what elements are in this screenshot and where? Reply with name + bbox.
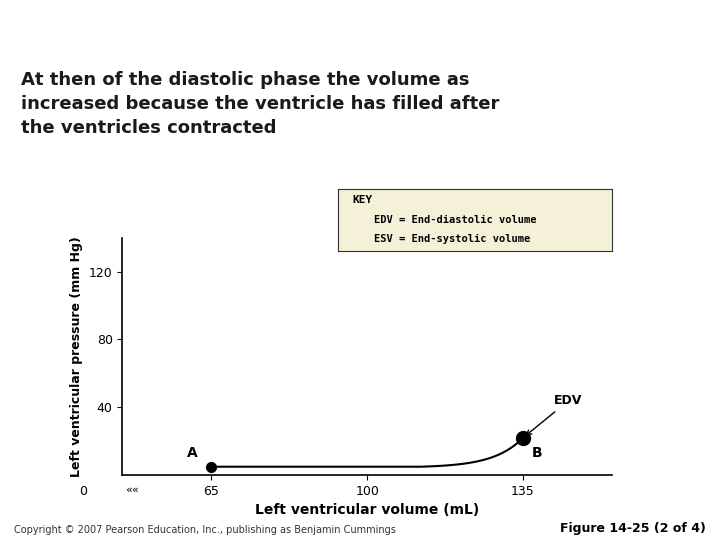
Text: 0: 0	[79, 485, 87, 498]
FancyBboxPatch shape	[18, 14, 45, 24]
Text: Figure 14-25 (2 of 4): Figure 14-25 (2 of 4)	[559, 522, 706, 535]
Text: KEY: KEY	[352, 195, 372, 205]
FancyBboxPatch shape	[18, 44, 45, 53]
Text: Cardiac Cycle: Cardiac Cycle	[61, 22, 251, 46]
Text: At then of the diastolic phase the volume as
increased because the ventricle has: At then of the diastolic phase the volum…	[22, 71, 500, 137]
Text: A: A	[187, 446, 198, 460]
X-axis label: Left ventricular volume (mL): Left ventricular volume (mL)	[255, 503, 480, 517]
Y-axis label: Left ventricular pressure (mm Hg): Left ventricular pressure (mm Hg)	[71, 236, 84, 477]
Text: EDV = End-diastolic volume: EDV = End-diastolic volume	[374, 215, 536, 225]
Text: EDV: EDV	[526, 394, 582, 435]
Text: B: B	[532, 447, 542, 460]
FancyBboxPatch shape	[18, 29, 45, 38]
Text: Copyright © 2007 Pearson Education, Inc., publishing as Benjamin Cummings: Copyright © 2007 Pearson Education, Inc.…	[14, 524, 396, 535]
Text: ««: ««	[125, 485, 139, 495]
Text: ESV = End-systolic volume: ESV = End-systolic volume	[374, 234, 530, 244]
